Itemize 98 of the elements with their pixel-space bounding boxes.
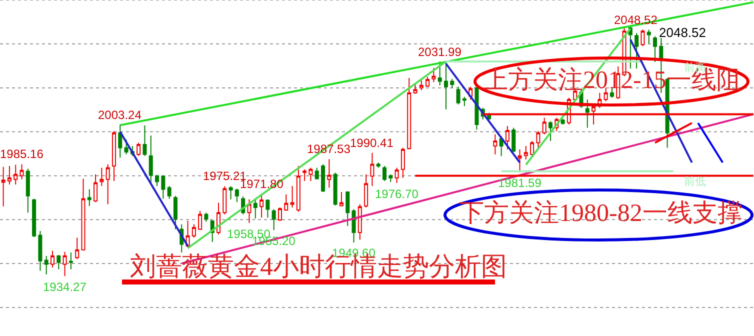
candlestick [14,164,18,185]
candlestick [155,174,160,187]
candlestick [284,194,288,212]
annotation: 1981.59 [498,176,542,190]
candlestick [266,198,270,218]
candlestick [247,198,252,224]
candlestick [432,67,436,83]
candlestick [456,86,460,106]
candlestick [653,36,658,62]
candlestick [327,158,332,188]
candlestick [112,130,116,182]
candlestick [26,168,30,214]
candlestick [419,79,424,91]
candlestick [192,224,196,238]
candlestick [321,164,326,192]
candlestick [634,32,639,70]
candlestick [524,146,528,160]
candlestick [382,166,387,182]
candlestick [75,237,80,260]
candlestick [560,118,565,126]
candlestick [346,190,350,226]
candlestick [505,126,510,150]
candlestick [167,186,172,200]
candlestick [44,255,48,276]
annotation: 下方关注1980-82一线支撑 [459,199,742,227]
candlestick [222,186,227,215]
candlestick [462,96,466,107]
candlestick [646,29,651,44]
candlestick [628,24,632,70]
candlestick [413,84,418,94]
candlestick [364,174,368,208]
candlestick [106,164,110,205]
candlestick [228,186,233,200]
annotation: 2031.99 [418,45,462,59]
candlestick [56,254,61,270]
candlestick [400,147,405,178]
candlestick [38,230,42,272]
candlestick [118,124,122,158]
annotation: 前低 [684,176,706,188]
annotation: 1934.27 [43,280,87,294]
candlestick [161,176,166,200]
candlestick [407,77,412,150]
candlestick [536,130,540,148]
candlestick [87,188,92,206]
annotation: 1976.70 [375,187,419,201]
candlestick [339,191,344,207]
candlestick [94,174,98,203]
candlestick [296,166,300,212]
annotation: 2048.52 [659,25,706,40]
candlestick [7,166,12,185]
candlestick [388,174,393,183]
candlestick [450,78,454,88]
candlestick [302,168,307,182]
candlestick [136,142,141,156]
candlestick [50,250,55,268]
candlestick [376,162,380,168]
candlestick [62,251,67,277]
candlestick [499,136,504,157]
candlestick [253,198,258,220]
candlestick [585,98,590,128]
candlestick [290,186,294,208]
annotation: 2048.52 [614,13,658,27]
candlestick [100,167,104,187]
annotation: 1990.41 [350,136,394,150]
candlestick [308,167,313,182]
candlestick [198,210,202,230]
candlestick [204,212,208,222]
candlestick [394,167,399,184]
candlestick [530,140,534,157]
candlestick [272,208,276,231]
candlestick [32,198,36,238]
candlestick [124,138,128,155]
candlestick [68,252,73,270]
candlestick [314,167,319,180]
candlestick [234,188,239,203]
candlestick [438,61,442,86]
candlestick [352,208,356,243]
candlestick [173,195,178,230]
candlestick [518,148,522,173]
candlestick [548,120,552,142]
candlestick [426,76,430,88]
candlestick [278,207,282,222]
candlestick [640,29,645,47]
candlestick [358,204,362,240]
candlestick [370,152,374,187]
candlestick [142,124,147,156]
candlestick [512,127,516,152]
candlestick [474,84,479,130]
candlestick [148,135,153,185]
annotation: 1985.16 [0,147,44,161]
annotation: 2003.24 [98,108,142,122]
candlestick [333,172,338,206]
candlestick [542,117,546,135]
candlestick [493,134,498,155]
candlestick [444,62,448,110]
candlestick [20,164,24,180]
candlestick [81,178,86,251]
candlestick [260,193,264,218]
